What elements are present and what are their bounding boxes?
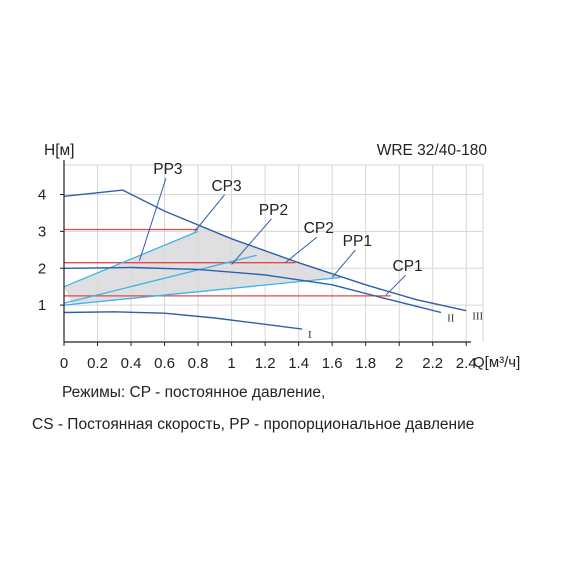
x-tick-label: 0.8 [188,355,209,372]
x-tick-label: 0.6 [154,355,175,372]
y-tick-label: 3 [38,223,46,240]
operating-area [64,224,383,305]
x-tick-label: 1.6 [322,355,343,372]
x-tick-label: 0.4 [121,355,142,372]
speed-label-ii: II [447,313,455,325]
x-tick-label: 0.2 [87,355,108,372]
y-tick-label: 4 [38,187,46,204]
operating-area-fill [64,224,383,305]
speed-label-iii: III [472,311,483,323]
x-tick-label: 0 [60,355,68,372]
y-axis-label: H[м] [44,142,74,159]
legend-caption-line-2: CS - Постоянная скорость, PP - пропорцио… [32,416,475,433]
curve-label-pp1: PP1 [343,233,372,250]
leader-line-pp1 [331,249,356,278]
x-tick-label: 2.4 [456,355,477,372]
leader-line-cp1 [385,274,406,296]
x-tick-label: 1 [227,355,235,372]
leader-line-cp2 [284,236,318,264]
series-group [63,189,467,330]
y-tick-label: 2 [38,260,46,277]
x-axis-label: Q[м³/ч] [473,354,520,371]
x-tick-label: 2 [395,355,403,372]
curve-label-cp2: CP2 [304,220,334,237]
leader-line-pp2 [231,218,272,265]
x-tick-label: 1.4 [288,355,309,372]
curve-label-cp1: CP1 [393,258,423,275]
curve-label-cp3: CP3 [211,178,241,195]
leader-line-cp3 [194,194,225,232]
curve-label-pp2: PP2 [259,202,288,219]
speed-curve-ii [63,266,442,314]
x-tick-label: 1.8 [355,355,376,372]
curve-label-pp3: PP3 [153,161,182,178]
speed-curve-iii [63,189,467,312]
pp-line-pp2 [63,254,257,304]
y-tick-label: 1 [38,297,46,314]
speed-curve-i [63,311,303,330]
speed-label-i: I [308,329,312,341]
pp-line-pp1 [63,276,341,306]
legend-caption-line-1: Режимы: CP - постоянное давление, [62,384,326,401]
x-tick-label: 2.2 [422,355,443,372]
x-tick-label: 1.2 [255,355,276,372]
chart-title: WRE 32/40-180 [377,142,488,159]
tick-labels: 0 0.2 0.4 0.6 0.8 1 1.2 1.4 1.6 1.8 2 2.2 2.4 1 2 3 4 [38,187,477,373]
pp-line-pp3 [63,230,199,288]
axes [60,160,471,346]
leader-line-pp3 [138,178,167,262]
